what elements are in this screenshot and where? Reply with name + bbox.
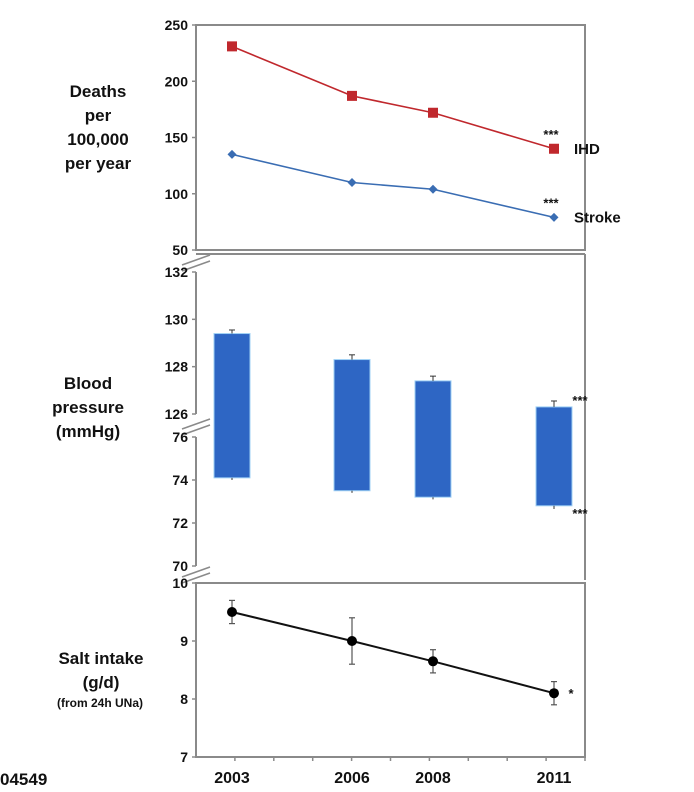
mortality-y-label: 100,000 — [67, 130, 128, 149]
stroke-marker — [227, 149, 237, 159]
axis-break-mark — [181, 572, 211, 584]
significance-label: *** — [572, 393, 588, 408]
mortality-y-label: per year — [65, 154, 132, 173]
axis-break-mark — [181, 424, 211, 436]
series-label-ihd: IHD — [574, 141, 600, 158]
x-tick-label: 2003 — [214, 770, 250, 787]
significance-label: *** — [543, 127, 559, 142]
salt-marker — [347, 636, 357, 646]
axis-break-mark — [181, 566, 211, 578]
bp-y-label: (mmHg) — [56, 422, 120, 441]
systolic-y-tick-label: 130 — [165, 311, 189, 327]
series-line-stroke — [231, 153, 555, 219]
salt-frame — [195, 582, 586, 758]
ihd-marker — [549, 143, 559, 154]
stroke-marker — [428, 184, 438, 194]
bp-bar — [333, 359, 371, 492]
mortality-y-label: per — [85, 106, 112, 125]
mortality-y-tick-label: 150 — [165, 130, 189, 146]
mortality-y-tick-label: 250 — [165, 17, 189, 33]
bp-y-label: pressure — [52, 398, 124, 417]
axis-break-mark — [181, 260, 211, 272]
bp-bar — [414, 380, 452, 498]
salt-y-label: Salt intake — [58, 649, 143, 668]
salt-marker — [549, 688, 559, 699]
salt-marker — [428, 656, 438, 667]
ihd-marker — [347, 90, 357, 101]
series-line-ihd — [231, 45, 555, 150]
mortality-y-label: Deaths — [70, 82, 127, 101]
axis-break-mark — [181, 418, 211, 430]
series-label-stroke: Stroke — [574, 209, 621, 226]
diastolic-y-tick-label: 76 — [172, 429, 188, 445]
mortality-y-tick-label: 100 — [165, 186, 189, 202]
bp-bar — [213, 333, 251, 479]
salt-y-tick-label: 9 — [180, 633, 188, 649]
salt-y-sublabel: (from 24h UNa) — [57, 696, 143, 710]
ihd-marker — [227, 41, 237, 52]
axis-break-mark — [181, 254, 211, 266]
systolic-y-tick-label: 132 — [165, 264, 189, 280]
x-tick-label: 2008 — [415, 770, 451, 787]
significance-label: *** — [543, 195, 559, 210]
ihd-marker — [428, 107, 438, 118]
x-tick-label: 2006 — [334, 770, 370, 787]
bp-bar — [535, 406, 573, 507]
mortality-y-tick-label: 50 — [172, 242, 188, 258]
significance-label: *** — [572, 506, 588, 521]
mortality-y-tick-label: 200 — [165, 73, 189, 89]
marks-layer — [213, 41, 573, 706]
salt-y-tick-label: 7 — [180, 749, 188, 765]
mortality-frame — [195, 24, 586, 251]
salt-y-label: (g/d) — [83, 673, 120, 692]
labels-layer: 50 100 150 200 250 *** IHD *** Stroke Deaths per 10… — [52, 17, 621, 787]
systolic-y-tick-label: 126 — [165, 406, 189, 422]
diastolic-y-tick-label: 72 — [172, 515, 188, 531]
stroke-marker — [347, 178, 357, 187]
diastolic-y-tick-label: 74 — [172, 472, 188, 488]
x-tick-label: 2011 — [537, 770, 572, 787]
salt-y-tick-label: 10 — [172, 575, 188, 591]
salt-y-tick-label: 8 — [180, 691, 188, 707]
stroke-marker — [549, 212, 559, 222]
significance-label: * — [568, 686, 574, 701]
systolic-y-tick-label: 128 — [165, 359, 189, 375]
salt-line — [231, 611, 555, 695]
axes-layer — [181, 24, 586, 761]
salt-marker — [227, 607, 237, 617]
diastolic-y-tick-label: 70 — [172, 558, 188, 574]
footer-id: 04549 — [0, 770, 48, 789]
bp-y-label: Blood — [64, 374, 112, 393]
